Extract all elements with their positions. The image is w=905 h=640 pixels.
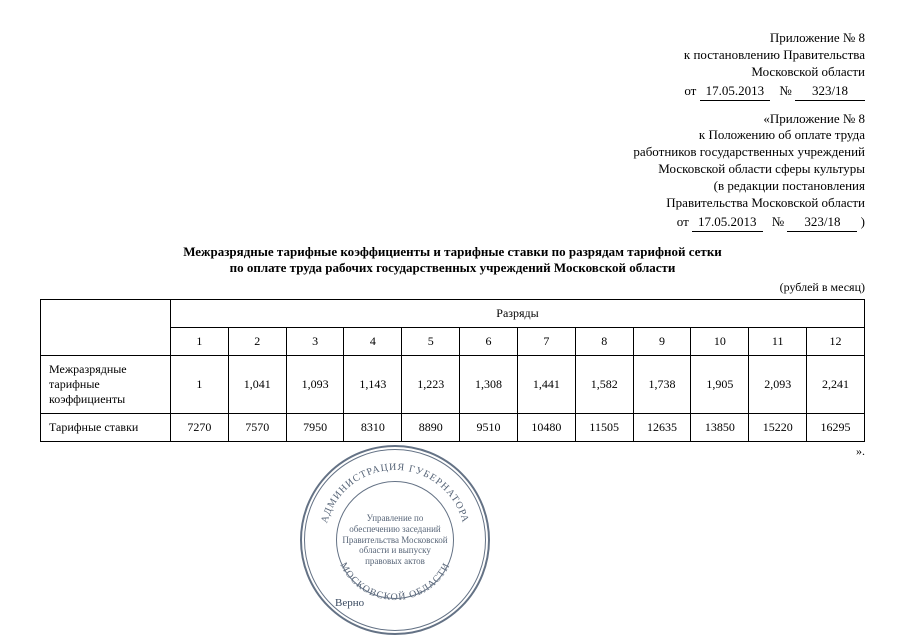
col-10: 10 [691,328,749,356]
group-header: Разряды [171,300,865,328]
cell: 1,041 [228,356,286,414]
cell: 8310 [344,414,402,442]
row-label-coeff: Межразрядные тарифные коэффициенты [41,356,171,414]
col-9: 9 [633,328,691,356]
header1-line2: к постановлению Правительства [40,47,865,64]
cell: 11505 [575,414,633,442]
cell: 1,223 [402,356,460,414]
official-stamp: АДМИНИСТРАЦИЯ ГУБЕРНАТОРА МОСКОВСКОЙ ОБЛ… [300,445,490,635]
header1-date: 17.05.2013 [700,83,771,101]
header2-line5: (в редакции постановления [40,178,865,195]
num-label: № [779,83,791,98]
cell: 8890 [402,414,460,442]
cell: 7950 [286,414,344,442]
cell: 15220 [749,414,807,442]
cell: 7570 [228,414,286,442]
header1-line3: Московской области [40,64,865,81]
header2-line2: к Положению об оплате труда [40,127,865,144]
header2-line4: Московской области сферы культуры [40,161,865,178]
attachment-header-2: «Приложение № 8 к Положению об оплате тр… [40,111,865,232]
stamp-center-text: Управление по обеспечению заседаний Прав… [342,487,448,593]
table-row: Межразрядные тарифные коэффициенты 1 1,0… [41,356,865,414]
col-6: 6 [460,328,518,356]
cell: 16295 [807,414,865,442]
cell: 1,308 [460,356,518,414]
col-2: 2 [228,328,286,356]
header2-line6: Правительства Московской области [40,195,865,212]
tariff-table: Разряды 1 2 3 4 5 6 7 8 9 10 11 12 Межра… [40,299,865,442]
cell: 12635 [633,414,691,442]
cell: 13850 [691,414,749,442]
stamp-arc-top: АДМИНИСТРАЦИЯ ГУБЕРНАТОРА [319,462,471,524]
col-4: 4 [344,328,402,356]
cell: 1,905 [691,356,749,414]
table-row: Тарифные ставки 7270 7570 7950 8310 8890… [41,414,865,442]
header2-date: 17.05.2013 [692,214,763,232]
title-line2: по оплате труда рабочих государственных … [103,260,803,276]
col-1: 1 [171,328,229,356]
cell: 1,582 [575,356,633,414]
cell: 1,143 [344,356,402,414]
header2-num: 323/18 [787,214,857,232]
cell: 1,738 [633,356,691,414]
cell: 9510 [460,414,518,442]
attachment-header-1: Приложение № 8 к постановлению Правитель… [40,30,865,101]
col-11: 11 [749,328,807,356]
col-5: 5 [402,328,460,356]
units-label: (рублей в месяц) [40,280,865,295]
row-label-rates: Тарифные ставки [41,414,171,442]
cell: 1,441 [517,356,575,414]
from-label: от [684,83,696,98]
col-12: 12 [807,328,865,356]
header1-num: 323/18 [795,83,865,101]
header2-dateline: от 17.05.2013 № 323/18 ) [40,214,865,232]
col-7: 7 [517,328,575,356]
header2-line1: «Приложение № 8 [40,111,865,128]
cell: 2,241 [807,356,865,414]
cell: 1,093 [286,356,344,414]
label-col-header [41,300,171,356]
closing-mark: ». [40,444,865,459]
svg-text:АДМИНИСТРАЦИЯ ГУБЕРНАТОРА: АДМИНИСТРАЦИЯ ГУБЕРНАТОРА [319,462,471,524]
col-8: 8 [575,328,633,356]
cell: 1 [171,356,229,414]
cell: 10480 [517,414,575,442]
document-title: Межразрядные тарифные коэффициенты и тар… [103,244,803,277]
header2-line3: работников государственных учреждений [40,144,865,161]
header2-tail: ) [861,214,865,229]
num-label-2: № [772,214,784,229]
header1-line1: Приложение № 8 [40,30,865,47]
from-label-2: от [677,214,689,229]
cell: 7270 [171,414,229,442]
stamp-arc-svg: АДМИНИСТРАЦИЯ ГУБЕРНАТОРА МОСКОВСКОЙ ОБЛ… [300,445,490,635]
title-line1: Межразрядные тарифные коэффициенты и тар… [103,244,803,260]
cell: 2,093 [749,356,807,414]
col-3: 3 [286,328,344,356]
header1-dateline: от 17.05.2013 № 323/18 [40,83,865,101]
stamp-verno: Верно [335,597,364,609]
